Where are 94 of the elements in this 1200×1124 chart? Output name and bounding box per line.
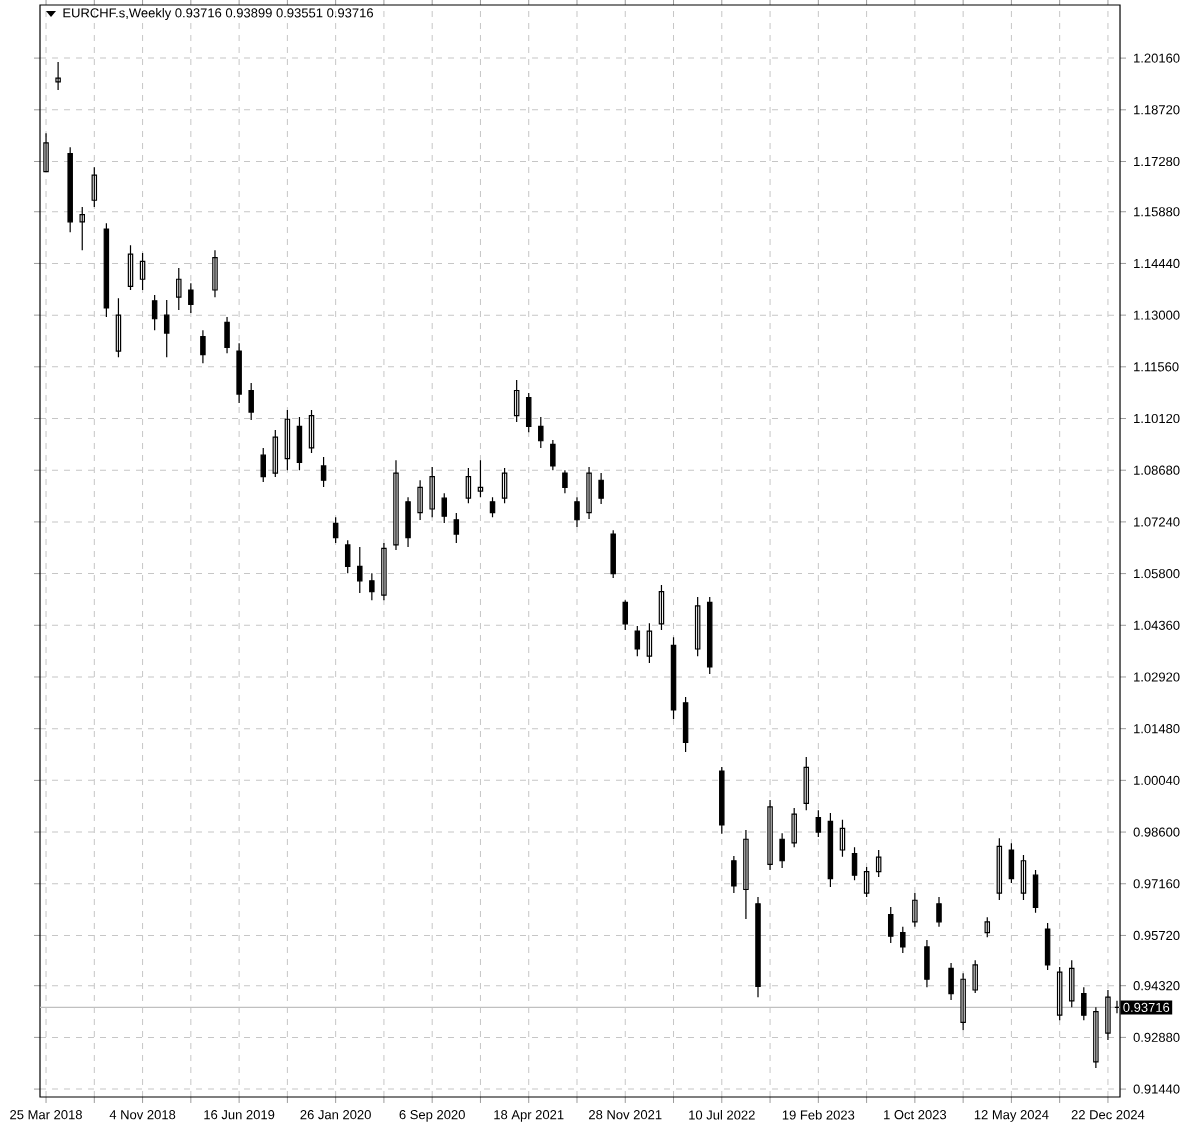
candlestick [948,962,954,1001]
y-tick-label: 1.17280 [1134,156,1180,167]
candlestick [887,906,894,944]
candlestick [767,799,773,871]
candlestick [200,329,206,364]
candlestick [924,939,930,988]
candlestick [1105,989,1111,1041]
y-tick-label: 0.98600 [1133,827,1180,837]
x-tick-label: 12 May 2024 [974,1110,1049,1122]
candlestick [743,829,749,920]
candlestick [381,542,387,601]
candlestick [803,756,810,811]
candlestick [972,959,978,994]
candlestick [755,896,761,998]
candlestick [936,896,942,928]
candlestick [634,625,641,657]
y-tick-label: 0.94320 [1133,981,1180,991]
candlestick [248,382,254,421]
candlestick [369,572,375,601]
candlestick [960,972,966,1031]
candlestick [550,439,556,471]
y-tick-label: 1.02920 [1134,672,1180,682]
candlestick [791,807,797,848]
y-tick-label: 1.05800 [1134,569,1180,579]
candlestick [574,496,580,528]
y-tick-label: 0.95720 [1133,930,1180,941]
x-tick-label: 25 Mar 2018 [10,1110,82,1120]
chart-title: EURCHF.s,Weekly 0.93716 0.93899 0.93551 0.93716 [63,7,374,21]
candlestick [163,299,170,358]
candlestick [706,596,713,675]
x-tick-label: 4 Nov 2018 [109,1110,176,1120]
x-tick-label: 22 Dec 2024 [1071,1110,1145,1120]
y-tick-label: 1.04360 [1134,620,1180,630]
candlestick [477,459,484,498]
candlestick [562,469,568,494]
y-tick-label: 0.92880 [1133,1032,1180,1042]
ref-line-label: 0.93716 [1123,1002,1170,1012]
y-tick-label: 1.11560 [1134,362,1179,372]
candlestick [586,466,592,520]
candlestick [405,496,411,548]
y-tick-label: 1.00040 [1134,775,1180,785]
candlestick [779,832,785,869]
candlestick [260,447,266,483]
candlestick [610,529,616,579]
candlestick [188,282,194,314]
x-tick-label: 18 Apr 2021 [494,1110,564,1122]
candlestick [357,546,363,594]
candlestick [622,599,629,631]
candlestick [1093,1006,1099,1069]
y-tick-label: 1.13000 [1134,310,1180,320]
candlestick [912,892,918,928]
candlestick [393,459,399,551]
candlestick [441,492,448,524]
candlestick [320,456,327,488]
y-tick-label: 0.97160 [1133,879,1180,889]
y-tick-label: 1.15880 [1134,207,1180,217]
y-tick-label: 1.07240 [1134,517,1180,527]
candlestick [139,252,146,291]
y-tick-label: 1.18720 [1134,105,1180,115]
candlestick [1068,959,1075,1008]
x-tick-label: 6 Sep 2020 [399,1110,465,1122]
candlestick [344,539,351,574]
candlestick [900,926,906,954]
candlestick [1081,986,1087,1021]
candlestick [79,206,85,251]
y-tick-label: 0.91440 [1133,1084,1180,1094]
x-tick-label: 26 Jan 2020 [300,1110,371,1120]
y-tick-label: 1.20160 [1134,53,1180,63]
candlestick [67,146,73,233]
y-tick-label: 1.14440 [1134,258,1180,269]
candlestick [55,61,61,91]
candlestick [815,809,822,838]
candlestick [43,132,49,173]
y-tick-label: 1.01480 [1134,724,1180,734]
x-tick-label: 16 Jun 2019 [204,1110,275,1120]
candlestick [236,342,242,404]
candlestick [525,392,532,433]
candlestick [429,466,435,518]
x-tick-label: 1 Oct 2023 [884,1110,947,1120]
candlestick [212,249,218,298]
candlestick [538,416,544,449]
candlestick [453,512,460,544]
candlestick [719,766,725,835]
x-tick-label: 10 Jul 2022 [689,1110,755,1120]
candlestick [598,472,604,505]
candlestick [224,316,230,354]
candlestick [417,479,423,521]
y-tick-label: 1.10120 [1134,413,1180,424]
candlestick [731,855,737,894]
x-tick-label: 19 Feb 2023 [782,1110,855,1120]
candlestick [984,916,991,938]
x-tick-label: 28 Nov 2021 [589,1110,662,1120]
y-tick-label: 1.08680 [1134,465,1180,475]
candlestick [176,267,182,311]
